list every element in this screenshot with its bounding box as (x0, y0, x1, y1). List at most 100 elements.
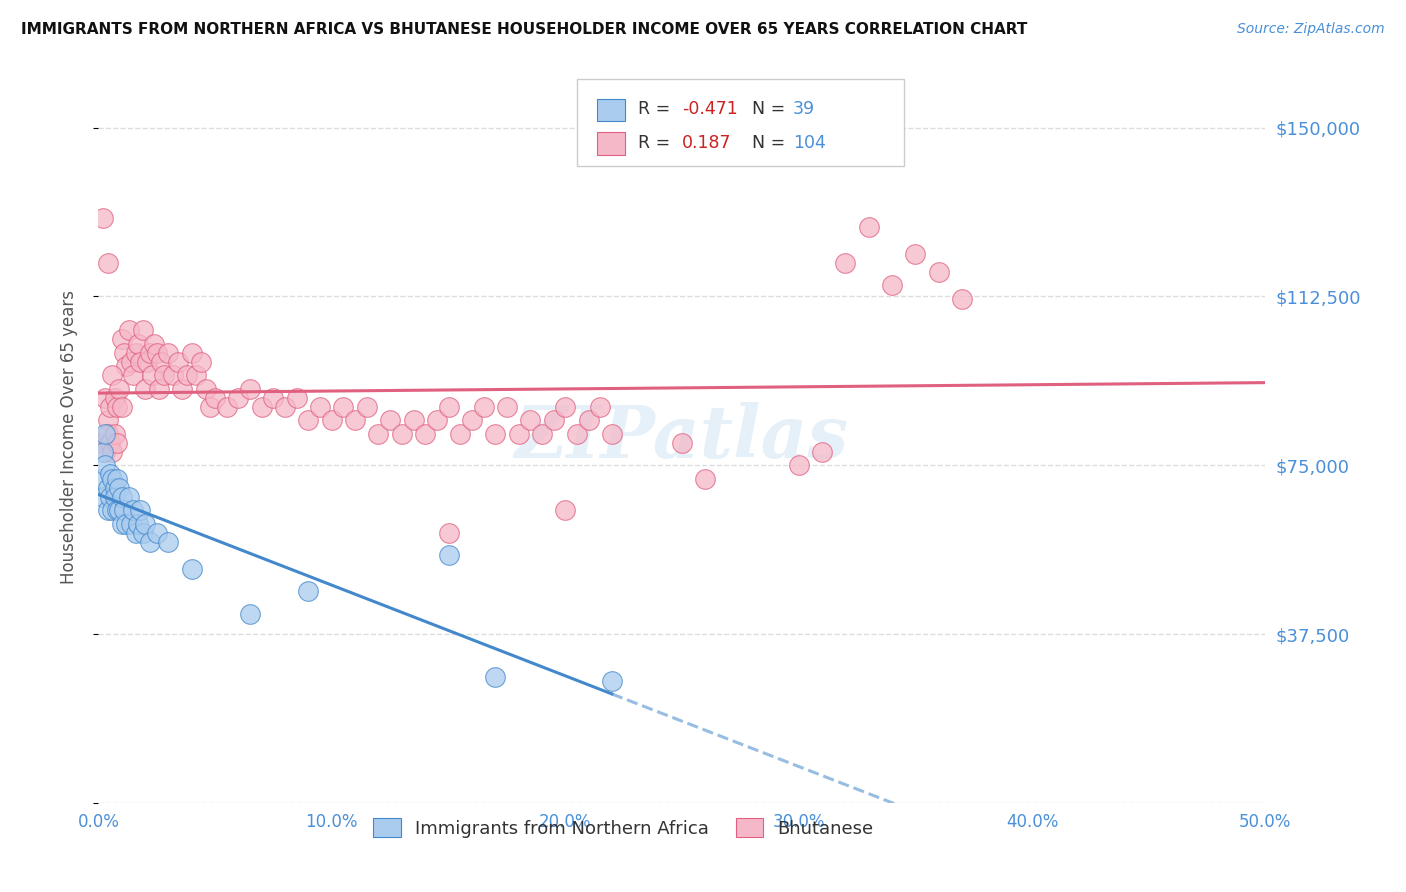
FancyBboxPatch shape (596, 132, 624, 154)
Text: 104: 104 (793, 134, 825, 152)
Point (125, 525, 148, 540)
Point (139, 345, 162, 359)
Point (91, 435, 114, 450)
Point (108, 481, 131, 495)
Text: ZIPatlas: ZIPatlas (515, 401, 849, 473)
Point (111, 400, 134, 414)
Point (166, 354, 188, 368)
Point (91, 211, 114, 225)
Point (97, 426, 120, 441)
Point (146, 345, 169, 359)
Text: 0.187: 0.187 (682, 134, 731, 152)
Point (380, 413, 402, 427)
Point (134, 516, 156, 531)
Point (811, 444, 834, 458)
Point (239, 382, 262, 396)
Point (530, 426, 553, 441)
Point (120, 516, 142, 531)
Point (880, 278, 903, 293)
Point (508, 426, 530, 441)
Point (98, 400, 121, 414)
Text: R =: R = (637, 134, 681, 152)
Point (97, 481, 120, 495)
Point (143, 336, 166, 351)
Point (285, 391, 308, 405)
Legend: Immigrants from Northern Africa, Bhutanese: Immigrants from Northern Africa, Bhutane… (367, 811, 880, 845)
Point (554, 503, 576, 517)
Text: N =: N = (752, 101, 790, 119)
Point (129, 354, 152, 368)
Point (157, 345, 180, 359)
Point (858, 219, 880, 234)
Text: Source: ZipAtlas.com: Source: ZipAtlas.com (1237, 22, 1385, 37)
Point (426, 413, 449, 427)
Point (297, 584, 319, 599)
Point (112, 503, 135, 517)
Point (101, 472, 124, 486)
Point (172, 382, 194, 396)
Point (461, 413, 484, 427)
Point (118, 323, 141, 337)
Point (194, 382, 217, 396)
Point (344, 413, 367, 427)
Point (97, 503, 120, 517)
Point (105, 503, 128, 517)
Point (101, 368, 124, 383)
Point (484, 426, 506, 441)
Point (204, 391, 226, 405)
Point (139, 534, 162, 549)
Point (834, 255, 856, 269)
Point (125, 345, 148, 359)
Text: N =: N = (752, 134, 790, 152)
Point (437, 400, 460, 414)
Point (108, 503, 131, 517)
Point (94, 391, 117, 405)
Text: R =: R = (637, 101, 675, 119)
Point (449, 426, 471, 441)
Point (132, 323, 155, 337)
Point (101, 444, 124, 458)
Point (176, 368, 198, 383)
Point (332, 400, 354, 414)
Point (671, 435, 693, 450)
Point (554, 400, 576, 414)
Y-axis label: Householder Income Over 65 years: Householder Income Over 65 years (59, 290, 77, 584)
Point (108, 382, 131, 396)
Point (90, 472, 112, 486)
Point (152, 368, 174, 383)
Text: 39: 39 (793, 101, 815, 119)
Point (97, 413, 120, 427)
Point (111, 516, 134, 531)
Point (600, 426, 623, 441)
Point (180, 562, 202, 576)
Point (98, 490, 121, 504)
Point (136, 354, 159, 368)
Point (141, 368, 163, 383)
Point (101, 503, 124, 517)
Point (94, 444, 117, 458)
Point (186, 368, 208, 383)
Point (496, 400, 519, 414)
Point (162, 368, 184, 383)
Point (98, 435, 121, 450)
Point (321, 413, 343, 427)
Point (111, 332, 134, 346)
Point (105, 472, 128, 486)
Point (190, 354, 212, 368)
Point (127, 516, 149, 531)
Point (367, 426, 389, 441)
Point (787, 458, 810, 473)
Point (484, 670, 506, 684)
Point (104, 490, 127, 504)
Point (402, 413, 425, 427)
Point (437, 548, 460, 562)
Point (200, 400, 222, 414)
Point (115, 359, 138, 374)
Point (94, 426, 117, 441)
Point (519, 413, 541, 427)
Point (127, 336, 149, 351)
Point (695, 472, 717, 486)
Point (112, 345, 135, 359)
Point (132, 525, 155, 540)
Point (157, 534, 180, 549)
